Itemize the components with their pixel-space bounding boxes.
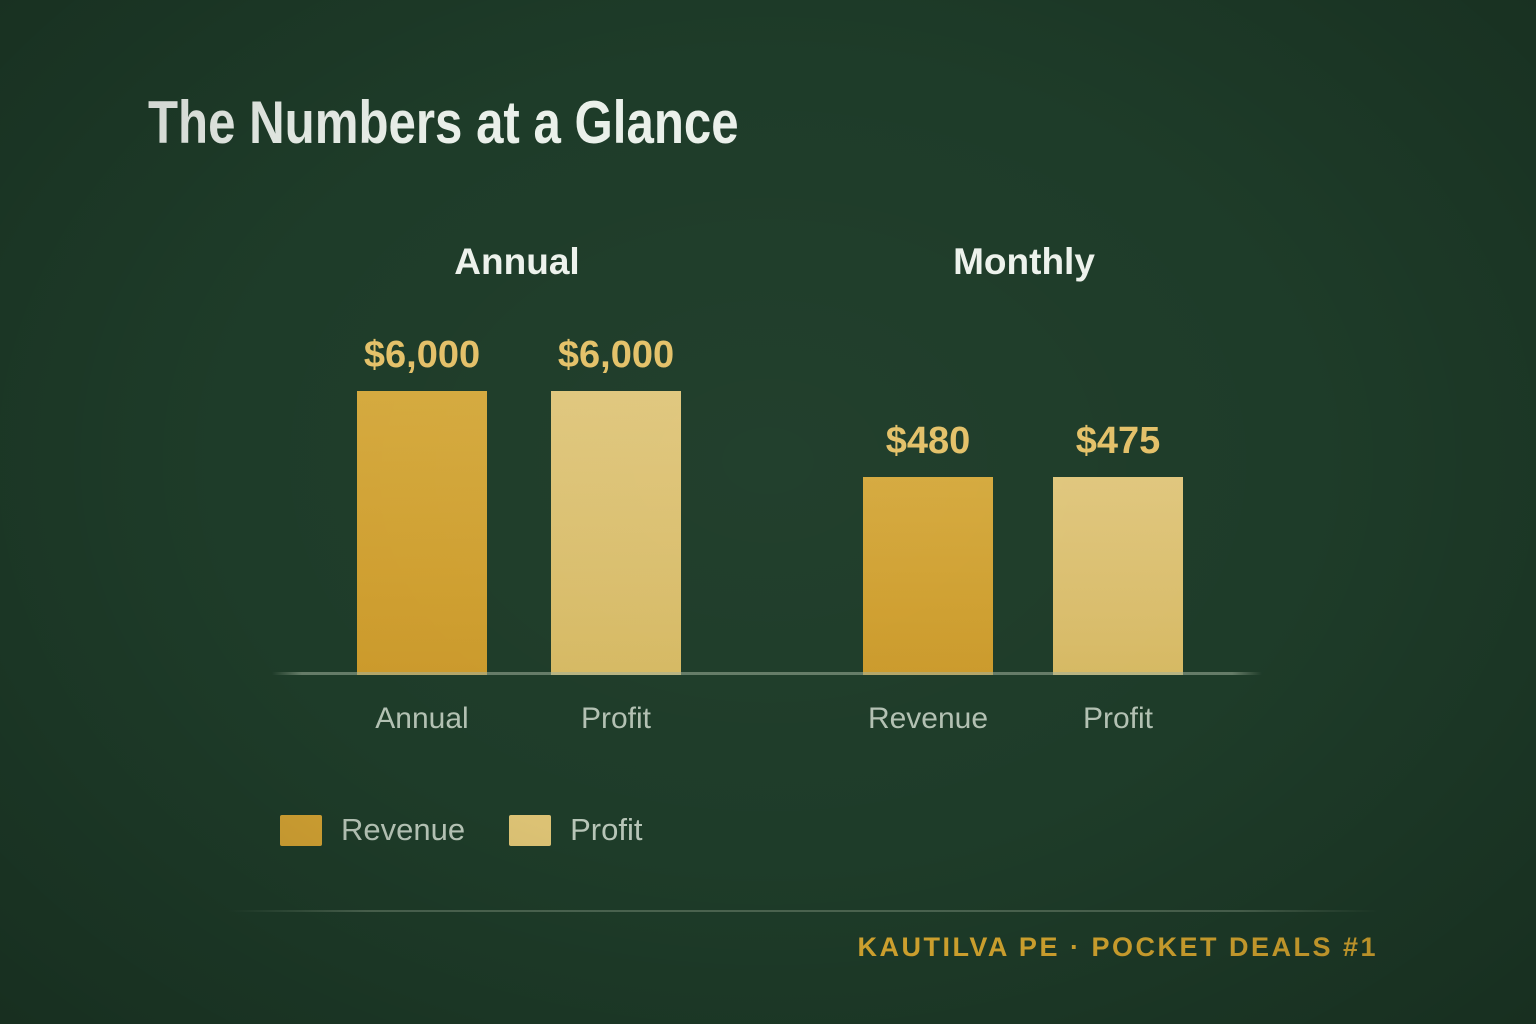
bar-value-label: $480 [885, 420, 971, 462]
bar-value-label: $6,000 [363, 334, 481, 376]
legend-item-revenue: Revenue [280, 812, 465, 848]
axis-baseline [272, 672, 1262, 675]
bar-group-monthly-profit: $475 [1053, 420, 1183, 675]
group-header-annual: Annual [454, 241, 580, 282]
bar-value-label: $6,000 [557, 334, 675, 376]
bar-group-annual-revenue: $6,000 [357, 334, 487, 675]
category-label-annual-profit: Profit [580, 702, 652, 735]
legend-label-profit: Profit [570, 812, 643, 847]
legend: Revenue Profit [280, 812, 642, 848]
bar-value-label: $475 [1075, 420, 1161, 462]
legend-swatch-profit [509, 814, 552, 846]
category-label-monthly-profit: Profit [1082, 702, 1154, 735]
bar-annual-revenue [357, 391, 487, 675]
legend-label-revenue: Revenue [341, 812, 466, 847]
legend-item-profit: Profit [509, 812, 642, 848]
bar-annual-profit [551, 391, 681, 675]
page-title: The Numbers at a Glance [148, 89, 739, 156]
bar-group-annual-profit: $6,000 [551, 334, 681, 675]
footer-credit: KAUTILVA PE · POCKET DEALS #1 [857, 932, 1378, 962]
bar-group-monthly-revenue: $480 [863, 420, 993, 675]
group-header-monthly: Monthly [953, 241, 1095, 282]
footer-divider [228, 910, 1378, 912]
bar-monthly-profit [1053, 477, 1183, 675]
bar-monthly-revenue [863, 477, 993, 675]
category-label-monthly-revenue: Revenue [867, 702, 989, 735]
category-label-annual: Annual [375, 702, 469, 735]
legend-swatch-revenue [280, 814, 322, 846]
